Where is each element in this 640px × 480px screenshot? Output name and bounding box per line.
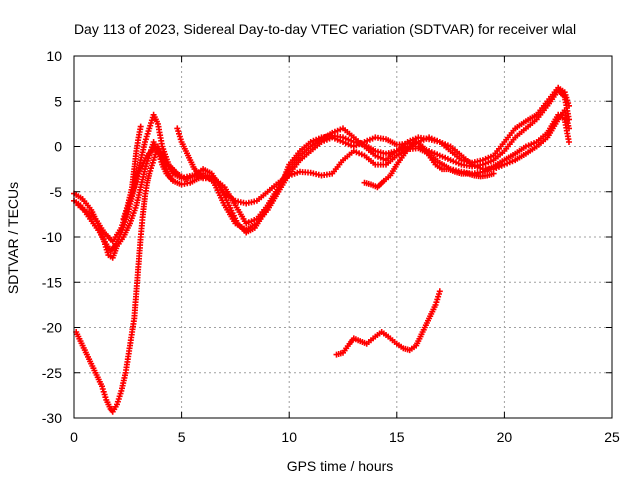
y-tick-label: -20 — [42, 320, 62, 336]
y-tick-label: 0 — [54, 139, 62, 155]
series-markers — [174, 107, 572, 227]
series-4 — [174, 107, 572, 227]
axis-ticks: 0 5 10 15 20 25 -30 -25 -20 -15 -10 -5 0 5 10 — [42, 48, 620, 445]
x-axis-label: GPS time / hours — [287, 458, 394, 474]
series-markers — [73, 143, 174, 415]
grid-lines — [74, 56, 612, 418]
series-markers — [361, 139, 497, 191]
y-tick-label: -15 — [42, 274, 62, 290]
y-tick-label: -10 — [42, 229, 62, 245]
x-tick-label: 20 — [497, 429, 513, 445]
series-5 — [361, 139, 497, 191]
x-tick-label: 15 — [389, 429, 405, 445]
x-tick-label: 0 — [70, 429, 78, 445]
series-markers — [333, 288, 443, 358]
series-7 — [120, 123, 144, 222]
y-tick-label: -5 — [50, 184, 63, 200]
x-tick-label: 5 — [178, 429, 186, 445]
data-series — [71, 84, 572, 415]
y-tick-label: 10 — [46, 48, 62, 64]
x-tick-label: 10 — [281, 429, 297, 445]
series-markers — [120, 123, 144, 222]
x-tick-label: 25 — [604, 429, 620, 445]
chart-title: Day 113 of 2023, Sidereal Day-to-day VTE… — [74, 21, 576, 37]
series-8 — [333, 288, 443, 358]
y-tick-label: -25 — [42, 365, 62, 381]
y-tick-label: 5 — [54, 93, 62, 109]
series-6 — [73, 143, 174, 415]
y-axis-label: SDTVAR / TECUs — [5, 182, 21, 294]
y-tick-label: -30 — [42, 410, 62, 426]
